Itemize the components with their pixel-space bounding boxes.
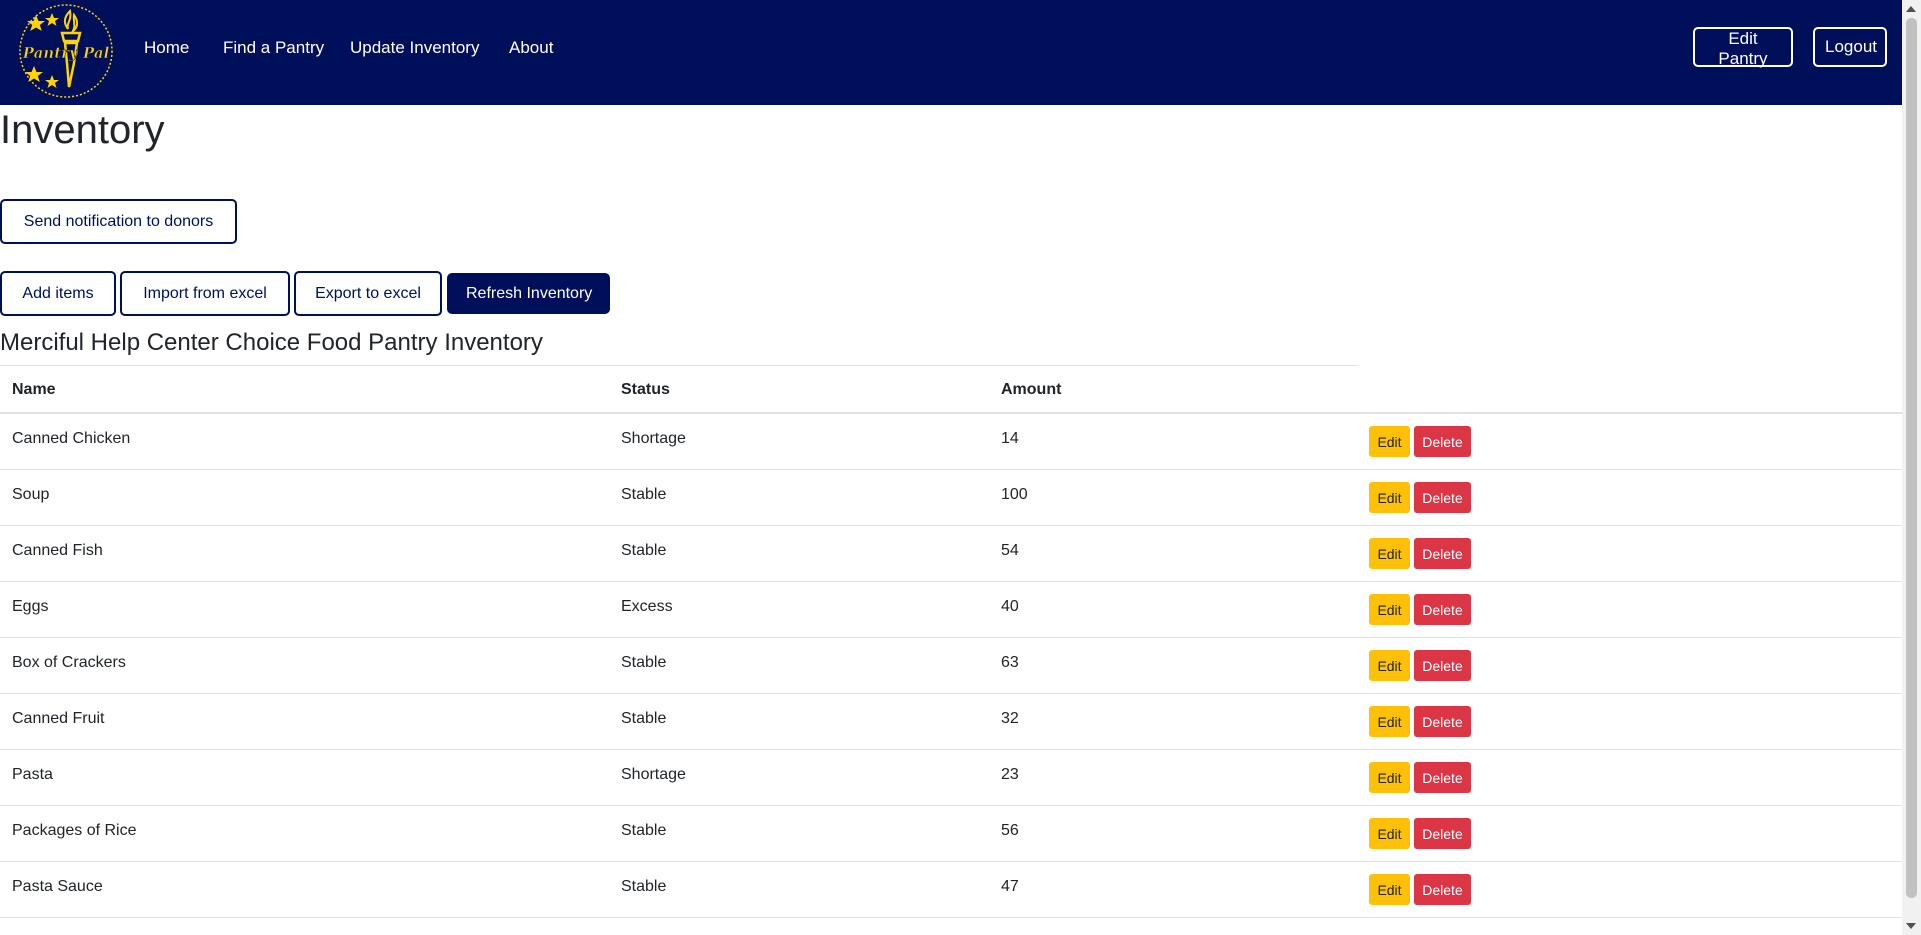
item-amount: 100: [1001, 486, 1028, 503]
edit-button[interactable]: Edit: [1369, 818, 1410, 849]
item-status: Excess: [621, 598, 673, 615]
table-row: Canned Fruit Stable 32 Edit Delete: [0, 694, 1902, 750]
item-status: Shortage: [621, 430, 686, 447]
svg-text:Pantry Pal: Pantry Pal: [22, 44, 110, 62]
delete-button[interactable]: Delete: [1414, 706, 1471, 737]
edit-button[interactable]: Edit: [1369, 706, 1410, 737]
top-navbar: Pantry Pal Home Find a Pantry Update Inv…: [0, 0, 1902, 105]
delete-button[interactable]: Delete: [1414, 426, 1471, 457]
send-notification-button[interactable]: Send notification to donors: [0, 199, 237, 244]
nav-link-find-a-pantry[interactable]: Find a Pantry: [223, 38, 325, 57]
item-status: Stable: [621, 542, 667, 559]
edit-button[interactable]: Edit: [1369, 482, 1410, 513]
title-divider: [0, 365, 1358, 366]
page-title: Inventory: [0, 108, 165, 152]
delete-button[interactable]: Delete: [1414, 594, 1471, 625]
edit-button[interactable]: Edit: [1369, 650, 1410, 681]
item-amount: 47: [1001, 878, 1019, 895]
table-row: Eggs Excess 40 Edit Delete: [0, 582, 1902, 638]
item-amount: 56: [1001, 822, 1019, 839]
pantry-pal-logo[interactable]: Pantry Pal: [18, 3, 114, 99]
column-header-status: Status: [621, 381, 670, 398]
item-amount: 63: [1001, 654, 1019, 671]
column-header-amount: Amount: [1001, 381, 1062, 398]
refresh-inventory-button[interactable]: Refresh Inventory: [447, 273, 610, 314]
item-amount: 32: [1001, 710, 1019, 727]
pantry-inventory-title: Merciful Help Center Choice Food Pantry …: [0, 329, 543, 356]
torch-logo-icon: Pantry Pal: [19, 4, 113, 98]
table-row: Soup Stable 100 Edit Delete: [0, 470, 1902, 526]
nav-link-home[interactable]: Home: [144, 38, 190, 57]
table-row: Canned Fish Stable 54 Edit Delete: [0, 526, 1902, 582]
scroll-down-arrow-icon[interactable]: [1906, 923, 1916, 929]
table-row: Pasta Shortage 23 Edit Delete: [0, 750, 1902, 806]
table-header: Name Status Amount: [0, 366, 1902, 414]
item-status: Shortage: [621, 766, 686, 783]
item-name: Box of Crackers: [12, 654, 126, 671]
scroll-up-arrow-icon[interactable]: [1906, 6, 1916, 12]
item-name: Canned Fish: [12, 542, 103, 559]
item-amount: 54: [1001, 542, 1019, 559]
delete-button[interactable]: Delete: [1414, 874, 1471, 905]
export-excel-button[interactable]: Export to excel: [294, 271, 442, 316]
item-name: Soup: [12, 486, 50, 503]
item-name: Eggs: [12, 598, 49, 615]
table-row: Box of Crackers Stable 63 Edit Delete: [0, 638, 1902, 694]
nav-link-about[interactable]: About: [509, 38, 554, 57]
edit-button[interactable]: Edit: [1369, 594, 1410, 625]
edit-button[interactable]: Edit: [1369, 426, 1410, 457]
table-row: Packages of Rice Stable 56 Edit Delete: [0, 806, 1902, 862]
item-name: Canned Fruit: [12, 710, 105, 727]
delete-button[interactable]: Delete: [1414, 482, 1471, 513]
item-status: Stable: [621, 486, 667, 503]
item-amount: 23: [1001, 766, 1019, 783]
delete-button[interactable]: Delete: [1414, 538, 1471, 569]
edit-button[interactable]: Edit: [1369, 762, 1410, 793]
item-name: Canned Chicken: [12, 430, 131, 447]
table-row: Canned Chicken Shortage 14 Edit Delete: [0, 414, 1902, 470]
edit-pantry-button[interactable]: Edit Pantry: [1693, 27, 1793, 68]
item-status: Stable: [621, 878, 667, 895]
vertical-scrollbar[interactable]: [1902, 0, 1921, 935]
item-name: Pasta Sauce: [12, 878, 103, 895]
table-row: Pasta Sauce Stable 47 Edit Delete: [0, 862, 1902, 918]
delete-button[interactable]: Delete: [1414, 762, 1471, 793]
item-amount: 40: [1001, 598, 1019, 615]
column-header-name: Name: [12, 381, 56, 398]
import-excel-button[interactable]: Import from excel: [120, 271, 290, 316]
logout-button[interactable]: Logout: [1813, 27, 1887, 67]
item-status: Stable: [621, 654, 667, 671]
item-name: Packages of Rice: [12, 822, 137, 839]
delete-button[interactable]: Delete: [1414, 650, 1471, 681]
edit-button[interactable]: Edit: [1369, 874, 1410, 905]
inventory-table: Name Status Amount Canned Chicken Shorta…: [0, 366, 1902, 918]
item-amount: 14: [1001, 430, 1019, 447]
scrollbar-thumb[interactable]: [1906, 18, 1917, 898]
nav-link-update-inventory[interactable]: Update Inventory: [350, 38, 480, 57]
item-name: Pasta: [12, 766, 53, 783]
add-items-button[interactable]: Add items: [0, 271, 116, 316]
edit-button[interactable]: Edit: [1369, 538, 1410, 569]
delete-button[interactable]: Delete: [1414, 818, 1471, 849]
item-status: Stable: [621, 822, 667, 839]
item-status: Stable: [621, 710, 667, 727]
